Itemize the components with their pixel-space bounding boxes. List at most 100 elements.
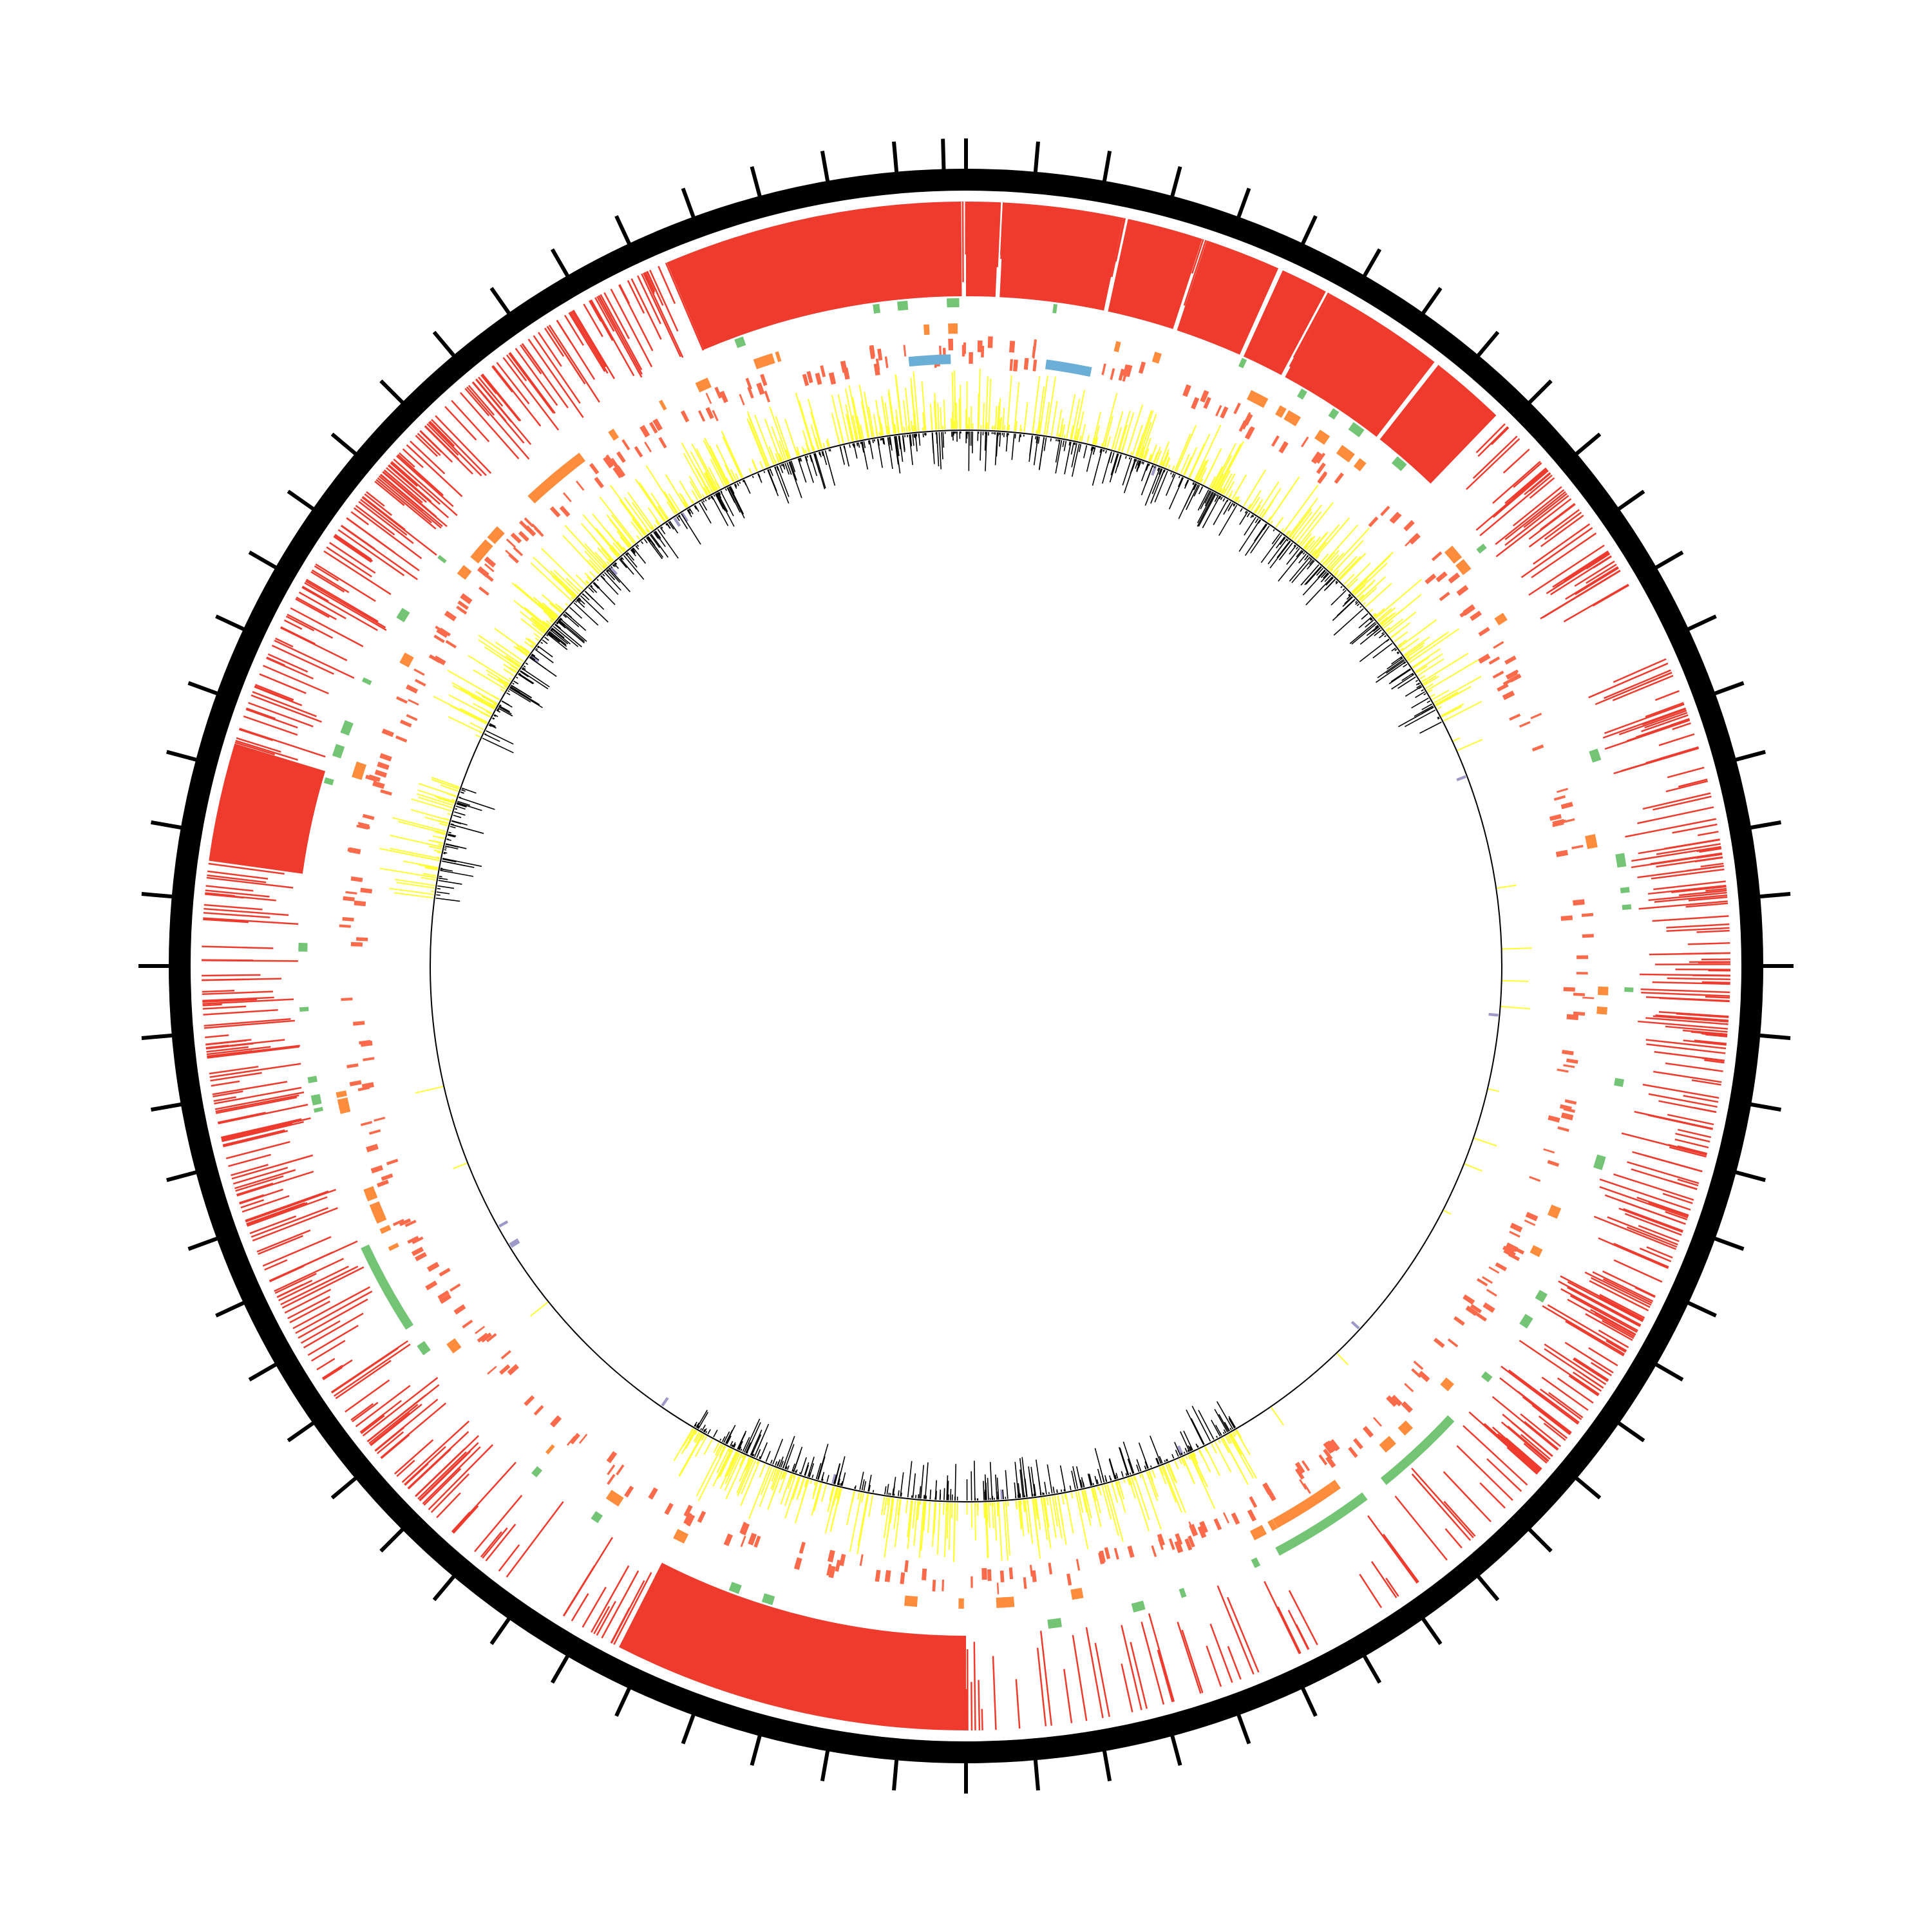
orange-feature bbox=[904, 1595, 918, 1607]
gc-negative-bar bbox=[535, 648, 538, 650]
gc-positive-bar bbox=[1046, 376, 1056, 435]
salmon-feature bbox=[350, 942, 363, 947]
gc-negative-bar bbox=[520, 670, 529, 677]
salmon-feature bbox=[1563, 1107, 1576, 1113]
gc-negative-bar bbox=[918, 1486, 922, 1499]
gc-positive-bar bbox=[1039, 375, 1048, 435]
gc-negative-bar bbox=[1391, 656, 1403, 665]
axis-tick bbox=[1686, 614, 1717, 632]
gc-negative-bar bbox=[1034, 1484, 1037, 1497]
gc-positive-bar bbox=[616, 541, 626, 552]
salmon-feature bbox=[686, 1514, 696, 1527]
green-feature bbox=[1476, 544, 1487, 554]
gc-negative-bar bbox=[510, 686, 521, 693]
gc-positive-bar bbox=[860, 1493, 864, 1503]
gc-negative-bar bbox=[1254, 523, 1267, 542]
gc-negative-bar bbox=[582, 593, 585, 596]
hit-line bbox=[211, 1080, 240, 1087]
gc-negative-bar bbox=[1166, 1459, 1168, 1461]
green-feature bbox=[1519, 1314, 1533, 1329]
salmon-feature bbox=[361, 1082, 374, 1090]
salmon-feature bbox=[1502, 677, 1515, 686]
gc-negative-bar bbox=[699, 502, 712, 524]
gc-negative-bar bbox=[1050, 438, 1052, 442]
gc-positive-bar bbox=[948, 1502, 951, 1550]
salmon-feature bbox=[1582, 934, 1594, 938]
gc-positive-bar bbox=[1463, 1163, 1482, 1172]
gc-positive-bar bbox=[890, 404, 896, 434]
gc-positive-bar bbox=[1397, 639, 1407, 647]
gc-negative-bar bbox=[493, 715, 497, 717]
gc-negative-bar bbox=[551, 627, 565, 639]
gc-negative-bar bbox=[518, 673, 530, 682]
gc-positive-bar bbox=[1171, 465, 1175, 471]
gc-positive-bar bbox=[746, 418, 768, 468]
salmon-feature bbox=[439, 1267, 451, 1277]
gc-negative-bar bbox=[649, 534, 660, 548]
salmon-feature bbox=[1530, 712, 1542, 719]
axis-tick bbox=[892, 141, 899, 173]
gc-positive-bar bbox=[1487, 1088, 1500, 1092]
salmon-feature bbox=[1231, 1512, 1240, 1525]
salmon-feature bbox=[842, 367, 850, 380]
gc-negative-bar bbox=[703, 500, 705, 503]
green-feature bbox=[734, 336, 746, 348]
gc-negative-bar bbox=[1276, 540, 1291, 558]
gc-positive-bar bbox=[411, 798, 452, 812]
hit-line bbox=[1567, 1298, 1635, 1338]
orange-feature bbox=[1003, 1596, 1015, 1608]
gc-negative-bar bbox=[767, 469, 777, 492]
orange-feature bbox=[1151, 352, 1162, 364]
gc-negative-bar bbox=[451, 820, 462, 824]
hit-line bbox=[341, 524, 375, 550]
hit-line bbox=[406, 444, 463, 497]
hit-block bbox=[1379, 365, 1497, 484]
gc-negative-bar bbox=[641, 541, 644, 544]
hit-line bbox=[582, 1586, 607, 1628]
salmon-feature bbox=[802, 374, 810, 386]
gc-positive-bar bbox=[1343, 573, 1355, 585]
gc-negative-bar bbox=[1191, 1418, 1205, 1445]
gc-positive-bar bbox=[1117, 1481, 1125, 1500]
gc-positive-bar bbox=[697, 1446, 726, 1502]
gc-negative-bar bbox=[1177, 477, 1183, 488]
gc-positive-bar bbox=[1213, 455, 1233, 490]
green-feature bbox=[1620, 887, 1630, 894]
gc-positive-bar bbox=[724, 464, 734, 482]
hit-line bbox=[388, 464, 450, 518]
salmon-feature bbox=[1524, 1219, 1536, 1226]
gc-positive-bar bbox=[1407, 632, 1448, 661]
gc-negative-bar bbox=[578, 597, 582, 600]
gc-positive-bar bbox=[1496, 884, 1517, 889]
gc-negative-bar bbox=[1391, 674, 1415, 690]
hit-line bbox=[1694, 857, 1723, 863]
gc-positive-bar bbox=[1270, 520, 1273, 524]
hit-line bbox=[1642, 792, 1711, 810]
gc-positive-bar bbox=[835, 1487, 839, 1499]
gc-positive-bar bbox=[1133, 1475, 1136, 1481]
salmon-feature bbox=[1316, 452, 1326, 464]
gc-negative-bar bbox=[1180, 1453, 1183, 1455]
gc-negative-bar bbox=[1211, 1419, 1221, 1437]
gc-negative-bar bbox=[1372, 626, 1379, 632]
hit-line bbox=[252, 691, 317, 717]
hit-line bbox=[205, 1043, 254, 1050]
gc-positive-bar bbox=[1327, 565, 1331, 569]
salmon-feature bbox=[1075, 1558, 1081, 1571]
gc-positive-bar bbox=[1215, 443, 1242, 491]
hit-block bbox=[1285, 294, 1435, 437]
gc-positive-bar bbox=[710, 459, 725, 487]
gc-positive-bar bbox=[1259, 508, 1265, 517]
gc-positive-bar bbox=[1380, 622, 1384, 626]
gc-positive-bar bbox=[808, 399, 823, 449]
gc-positive-bar bbox=[1111, 411, 1124, 450]
hit-line bbox=[243, 715, 298, 736]
gc-positive-bar bbox=[778, 1472, 788, 1493]
gc-negative-bar bbox=[602, 573, 605, 577]
gc-negative-bar bbox=[1267, 538, 1288, 565]
salmon-feature bbox=[413, 668, 425, 676]
orange-feature bbox=[399, 652, 414, 668]
orange-feature bbox=[369, 1201, 386, 1220]
salmon-feature bbox=[510, 533, 522, 544]
hit-line bbox=[1063, 1669, 1073, 1723]
